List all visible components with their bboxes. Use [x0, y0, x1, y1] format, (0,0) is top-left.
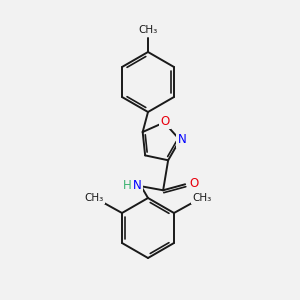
- Text: O: O: [160, 115, 170, 128]
- Text: CH₃: CH₃: [138, 25, 158, 35]
- Text: O: O: [190, 177, 199, 190]
- Text: CH₃: CH₃: [84, 193, 104, 203]
- Text: H: H: [123, 179, 131, 192]
- Text: CH₃: CH₃: [192, 193, 212, 203]
- Text: N: N: [133, 179, 142, 192]
- Text: N: N: [178, 134, 186, 146]
